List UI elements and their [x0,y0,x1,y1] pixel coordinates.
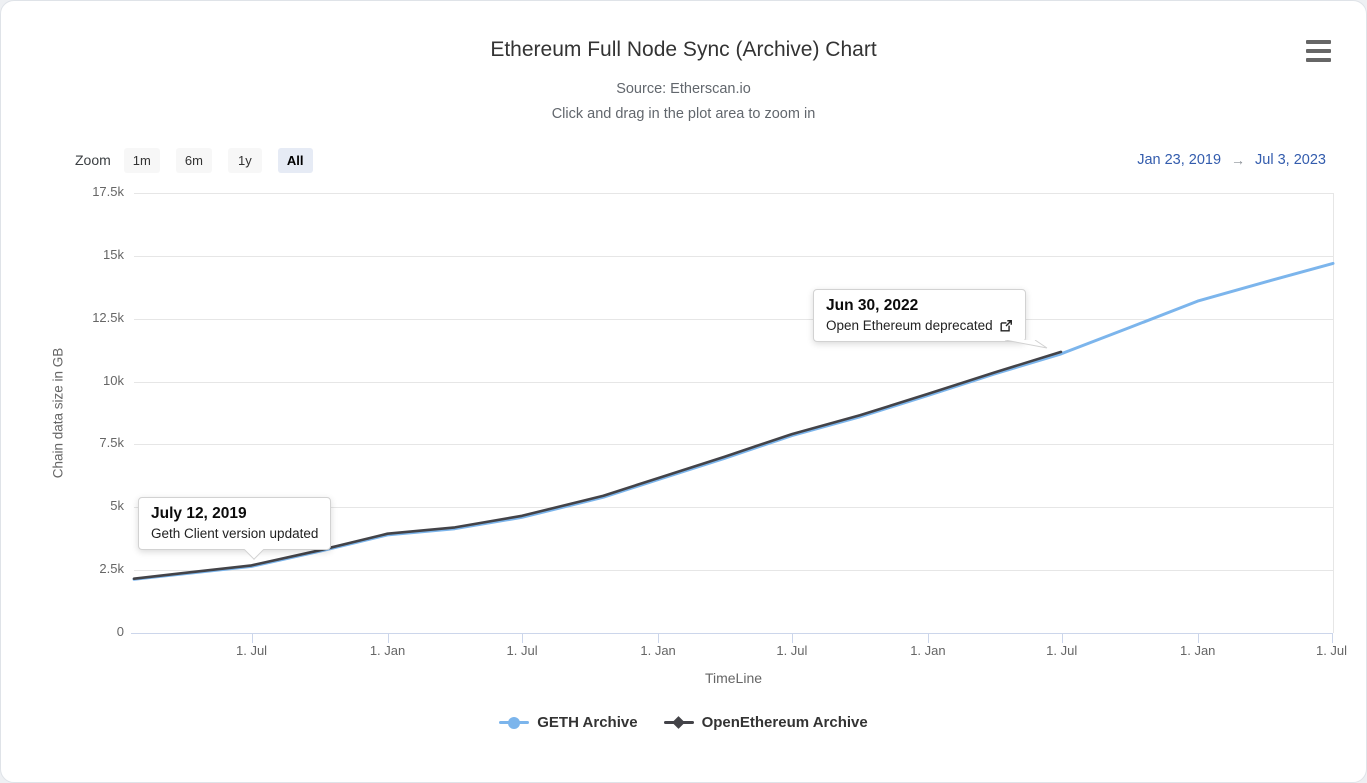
range-selector-toolbar: Zoom 1m 6m 1y All Jan 23, 2019 → Jul 3, … [75,144,1326,176]
zoom-button-all[interactable]: All [277,147,313,173]
y-axis-tick-label: 10k [103,372,124,388]
x-axis-tick-label: 1. Jul [235,643,268,658]
y-axis-tick-label: 0 [116,624,124,639]
annotation-text: Geth Client version updated [151,526,319,541]
chart-legend: GETH Archive OpenEthereum Archive [1,714,1366,731]
y-axis-tick-label: 7.5k [99,435,124,451]
y-axis-tick-label: 15k [103,246,124,262]
annotation-text[interactable]: Open Ethereum deprecated [826,318,1013,333]
chart-subtitle-hint: Click and drag in the plot area to zoom … [551,106,816,122]
y-axis-tick-label: 5k [110,498,124,514]
date-range-to[interactable]: Jul 3, 2023 [1255,152,1326,168]
y-axis-tick-label: 2.5k [99,561,124,577]
x-axis-tick-label: 1. Jan [1180,643,1216,658]
legend-item-openethereum-archive[interactable]: OpenEthereum Archive [663,714,868,731]
chart-subtitle-source: Source: Etherscan.io [616,81,751,97]
geth-series-marker-icon [499,715,530,731]
zoom-button-1m[interactable]: 1m [123,147,160,173]
external-link-icon[interactable] [999,319,1013,333]
annotation-title: July 12, 2019 [151,505,247,522]
zoom-button-1y[interactable]: 1y [227,147,262,173]
hamburger-menu-icon[interactable] [1306,40,1331,62]
date-range-display[interactable]: Jan 23, 2019 → Jul 3, 2023 [1137,152,1326,168]
openethereum-archive-line[interactable] [132,350,1063,581]
annotation-callout-openethereum-deprecated[interactable]: Jun 30, 2022 Open Ethereum deprecated [813,289,1047,349]
x-axis-title: TimeLine [704,670,763,686]
x-axis-tick-label: 1. Jul [776,643,808,658]
x-axis-tick-label: 1. Jan [910,643,946,658]
chart-title: Ethereum Full Node Sync (Archive) Chart [490,38,877,61]
x-axis-tick-label: 1. Jul [1315,643,1348,658]
y-axis-tick-label: 12.5k [92,309,124,325]
x-axis-tick-label: 1. Jan [369,643,406,658]
hamburger-bar [1306,49,1331,53]
zoom-button-6m[interactable]: 6m [175,147,212,173]
annotation-callout-geth-update: July 12, 2019 Geth Client version update… [138,497,332,560]
y-axis-tick-label: 17.5k [92,184,124,199]
arrow-right-icon: → [1231,152,1246,168]
x-axis-tick-label: 1. Jan [640,643,676,658]
y-axis-title: Chain data size in GB [50,347,66,479]
x-axis-tick-label: 1. Jul [506,643,538,658]
legend-item-geth-archive[interactable]: GETH Archive [499,714,638,731]
date-range-from[interactable]: Jan 23, 2019 [1137,152,1222,168]
openethereum-series-marker-icon [663,715,694,731]
hamburger-bar [1306,58,1331,62]
zoom-label: Zoom [75,152,111,168]
annotation-title: Jun 30, 2022 [826,297,919,314]
callout-pointer [1004,340,1047,349]
hamburger-bar [1306,40,1331,44]
x-axis-tick-label: 1. Jul [1046,643,1078,658]
